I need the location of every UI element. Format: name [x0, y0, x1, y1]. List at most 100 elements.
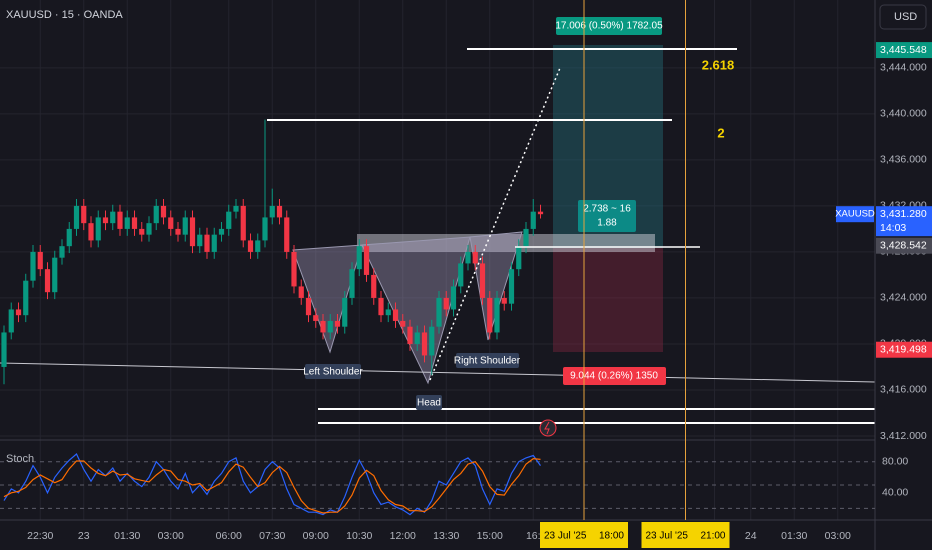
label-box: [456, 353, 519, 368]
stoch-line: [3, 457, 541, 514]
candle-body: [131, 217, 138, 229]
candle-body: [407, 326, 413, 344]
candle-body: [342, 297, 348, 327]
candle-body: [371, 274, 377, 298]
candle-body: [400, 320, 406, 327]
x-tick-label: 06:00: [216, 530, 242, 542]
x-tick-label: 10:30: [346, 530, 372, 542]
stop-badge: [563, 367, 666, 385]
candle-body: [298, 286, 304, 298]
candle-body: [160, 205, 167, 218]
x-tick-label: 03:00: [158, 530, 184, 542]
candle-body: [421, 332, 428, 356]
candle-body: [182, 217, 188, 235]
candle-body: [146, 223, 152, 235]
candle-body: [37, 251, 43, 270]
candle-body: [349, 269, 355, 298]
candle-body: [363, 246, 370, 275]
y-tick-label: 3,444.000: [880, 62, 927, 74]
candle-body: [117, 211, 123, 229]
candle-body: [385, 309, 391, 316]
candle-body: [494, 297, 500, 333]
candle-body: [52, 257, 58, 293]
price-badge-label: 3,445.548: [880, 44, 927, 56]
candle-body: [211, 234, 217, 252]
y-tick-label: 80.00: [882, 456, 908, 468]
candle-body: [392, 309, 399, 321]
x-tick-label: 09:00: [303, 530, 329, 542]
ratio-label: 2.738 ~ 16: [583, 204, 631, 215]
fib-label: 2.618: [702, 57, 735, 72]
candle-body: [472, 251, 478, 264]
candle-body: [378, 297, 384, 316]
event-icon[interactable]: [539, 419, 557, 437]
symbol-badge: [836, 206, 874, 223]
time-badge-date: 23 Jul '25: [544, 531, 587, 542]
candle-body: [197, 234, 203, 247]
candle-body: [124, 217, 130, 229]
indicator-title: Stoch: [6, 453, 34, 465]
x-tick-label: 24: [745, 530, 757, 542]
candle-body: [204, 234, 210, 252]
candle-body: [327, 320, 333, 333]
label-box: [416, 395, 442, 410]
candle-body: [537, 211, 544, 215]
candle-body: [436, 297, 442, 327]
stop-zone: [553, 248, 663, 352]
event-icon-bolt: [544, 421, 550, 435]
candles: [1, 119, 544, 385]
candle-body: [153, 205, 159, 224]
currency-label: USD: [894, 11, 917, 23]
candle-body: [269, 205, 275, 218]
candle-body: [1, 332, 7, 367]
candle-body: [284, 217, 290, 252]
candle-body: [30, 251, 36, 281]
candle-body: [218, 228, 225, 235]
symbol-header: XAUUSD · 15 · OANDA: [6, 9, 123, 21]
price-badge: [876, 237, 932, 254]
candle-body: [66, 228, 72, 247]
candle-body: [110, 211, 116, 224]
candle-body: [73, 205, 80, 229]
x-tick-label: 16:: [526, 530, 541, 542]
candle-body: [530, 211, 536, 229]
candle-body: [255, 240, 261, 252]
candle-body: [102, 217, 109, 224]
candle-body: [23, 280, 29, 316]
y-tick-label: 3,424.000: [880, 292, 927, 304]
y-tick-label: 3,412.000: [880, 430, 927, 442]
axes: 3,412.0003,416.0003,420.0003,424.0003,42…: [27, 0, 932, 548]
x-tick-label: 15:00: [477, 530, 503, 542]
candle-body: [262, 217, 268, 241]
pattern-label: Right Shoulder: [454, 356, 521, 367]
candle-body: [487, 297, 493, 333]
stoch-line: [3, 453, 541, 516]
candle-body: [59, 246, 65, 258]
candle-body: [429, 326, 435, 356]
candle-body: [240, 205, 246, 241]
pattern-label: Head: [417, 398, 441, 409]
candle-body: [320, 320, 326, 333]
candle-body: [8, 309, 14, 333]
price-badge-label: 3,419.498: [880, 344, 927, 356]
time-badge: [540, 522, 628, 548]
candle-body: [414, 332, 420, 344]
rr-label: 1.88: [597, 218, 617, 229]
stop-label: 9.044 (0.26%) 1350: [570, 371, 658, 382]
price-badge-label: 3,428.542: [880, 239, 927, 251]
candle-body: [291, 251, 297, 287]
candle-body: [516, 246, 522, 270]
target-label: 17.006 (0.50%) 1782.05: [555, 21, 663, 32]
trendline: [0, 362, 876, 383]
candle-body: [523, 228, 529, 247]
x-tick-label: 12:00: [390, 530, 416, 542]
candle-body: [508, 269, 515, 304]
currency-button[interactable]: [879, 4, 927, 30]
pattern-label: Left Shoulder: [303, 367, 363, 378]
x-tick-label: 23: [78, 530, 90, 542]
x-tick-label: 13:30: [433, 530, 459, 542]
candle-body: [479, 263, 486, 298]
x-tick-label: 07:30: [259, 530, 285, 542]
candle-body: [276, 205, 283, 218]
